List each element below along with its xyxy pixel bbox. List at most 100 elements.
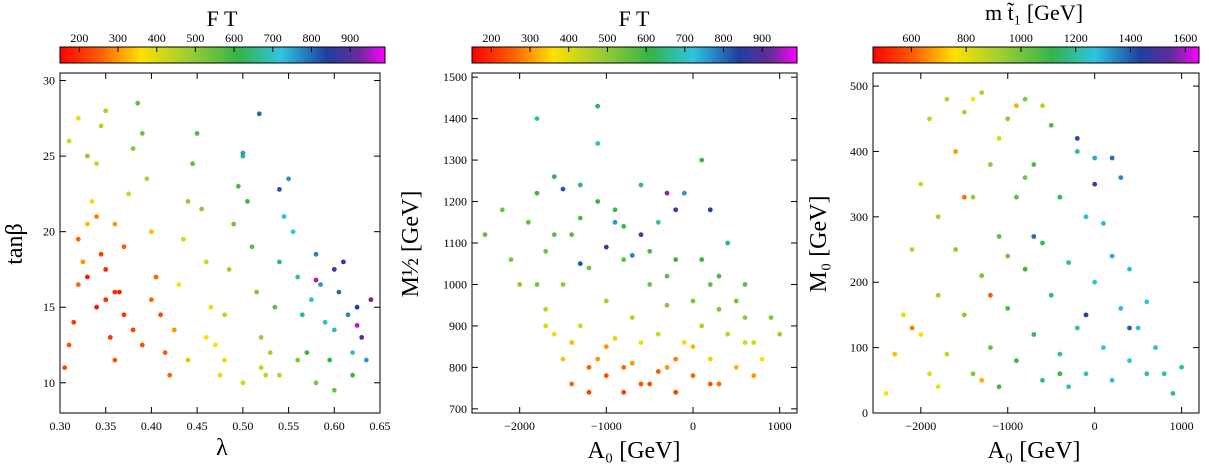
data-point	[263, 372, 269, 378]
data-point	[935, 214, 941, 220]
data-point	[1083, 312, 1089, 318]
panel-2: F T 200 300 400 500 600 700 800 900 −2000 −1000 0…	[398, 6, 798, 464]
data-point	[961, 312, 967, 318]
plot-2-xticks: −2000 −1000 0 1000	[504, 73, 792, 433]
data-point	[586, 265, 592, 271]
data-point	[313, 251, 319, 257]
colorbar-2: F T 200 300 400 500 600 700 800 900	[471, 6, 798, 64]
data-point	[181, 236, 186, 242]
data-point	[139, 342, 145, 348]
data-point	[725, 331, 731, 337]
data-point	[534, 190, 540, 196]
data-point	[629, 360, 635, 366]
data-point	[190, 161, 196, 167]
y-tick-label: 1400	[443, 112, 467, 126]
y-tick-label: 1000	[443, 277, 467, 291]
data-point	[707, 282, 713, 287]
data-point	[664, 190, 670, 196]
data-point	[313, 277, 319, 283]
data-point	[909, 325, 915, 331]
data-point	[130, 146, 136, 152]
data-point	[970, 371, 976, 377]
x-tick-label: 0.40	[141, 419, 162, 433]
data-point	[256, 111, 262, 117]
data-point	[768, 315, 774, 320]
data-point	[341, 259, 346, 265]
data-point	[121, 244, 127, 250]
colorbar-3-ticks: 600 800 1000 1200 1400 1600	[902, 31, 1197, 52]
data-point	[167, 372, 173, 378]
data-point	[1022, 266, 1028, 272]
plot-1-xticks: 0.30 0.35 0.40 0.45 0.50 0.55 0.60 0.65	[50, 73, 391, 433]
data-point	[603, 244, 609, 250]
plot-2: −2000 −1000 0 1000 700 800 900 1000 1100 1200 130…	[398, 70, 798, 464]
data-point	[1066, 384, 1071, 390]
x-tick-label: 0.35	[95, 419, 116, 433]
data-point	[368, 297, 374, 303]
colorbar-tick-label: 1200	[1064, 31, 1088, 45]
data-point	[638, 381, 644, 387]
data-point	[629, 315, 635, 320]
data-point	[612, 219, 618, 225]
y-tick-label: 20	[43, 225, 55, 239]
data-point	[1109, 377, 1115, 383]
data-point	[295, 274, 301, 280]
data-point	[621, 224, 627, 229]
data-point	[1066, 260, 1071, 265]
y-tick-label: 1100	[443, 236, 467, 250]
data-point	[508, 257, 514, 262]
colorbar-tick-label: 300	[521, 31, 539, 45]
data-point	[707, 356, 713, 362]
colorbar-1-gradient	[59, 46, 386, 64]
panel-1: F T 200 300 400 500 600 700 800 900 0.30 0.35 0.4…	[2, 6, 391, 461]
data-point	[71, 319, 77, 325]
data-point	[240, 150, 246, 156]
data-point	[217, 372, 223, 378]
data-point	[222, 357, 228, 363]
data-point	[176, 282, 182, 287]
data-point	[235, 183, 241, 189]
data-point	[1170, 391, 1176, 396]
panel-3: m t̃₁ [GeV] 600 800 1000 1200 1400 1600 −2000…	[806, 0, 1200, 464]
y-tick-label: 800	[449, 360, 467, 374]
data-point	[953, 247, 958, 252]
data-point	[1005, 306, 1011, 311]
data-point	[281, 214, 287, 220]
data-point	[1040, 240, 1045, 246]
data-point	[733, 298, 739, 304]
data-point	[577, 182, 583, 188]
plot-1-frame	[59, 72, 381, 414]
colorbar-1-title: F T	[207, 6, 238, 31]
data-point	[979, 90, 985, 95]
colorbar-3-gradient	[872, 46, 1200, 64]
data-point	[638, 232, 644, 238]
data-point	[299, 312, 305, 318]
data-point	[996, 384, 1002, 390]
data-point	[1092, 181, 1098, 187]
data-point	[551, 232, 557, 238]
data-point	[742, 282, 748, 287]
data-point	[258, 335, 264, 340]
plot-3-xticks: −2000 −1000 0 1000	[905, 73, 1194, 433]
data-point	[690, 373, 696, 379]
colorbar-tick-label: 900	[753, 31, 771, 45]
data-point	[1031, 162, 1037, 167]
data-point	[751, 340, 757, 345]
x-tick-label: 0.45	[187, 419, 208, 433]
data-point	[295, 357, 301, 363]
data-point	[331, 387, 337, 393]
data-point	[1005, 253, 1011, 259]
data-point	[1144, 371, 1150, 377]
data-point	[1127, 266, 1132, 272]
data-point	[621, 257, 627, 262]
colorbar-2-gradient	[471, 46, 798, 64]
data-point	[112, 221, 118, 227]
data-point	[725, 240, 731, 246]
data-point	[1135, 325, 1141, 331]
data-point	[1040, 103, 1045, 109]
data-point	[1109, 253, 1115, 259]
data-point	[716, 273, 722, 279]
data-point	[655, 331, 661, 337]
data-point	[970, 96, 976, 102]
data-point	[149, 229, 154, 235]
